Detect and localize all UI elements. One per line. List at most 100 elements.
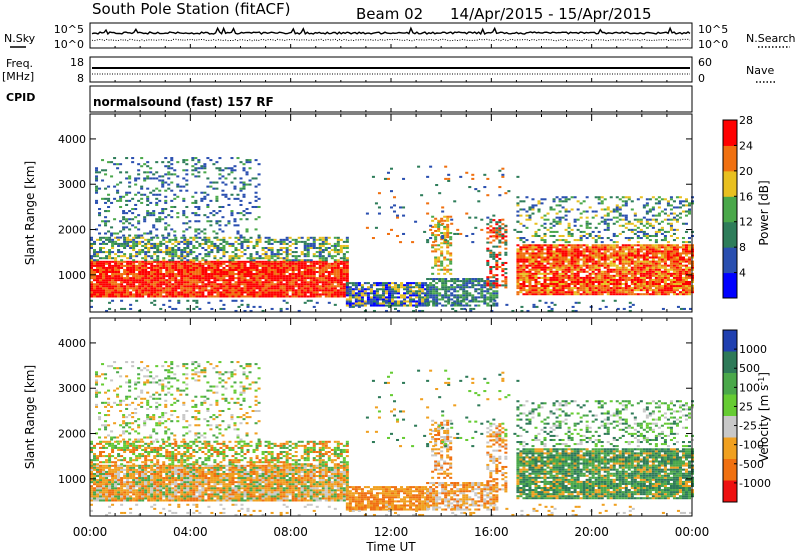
range-gate-cell bbox=[236, 212, 240, 215]
range-gate-cell bbox=[543, 234, 547, 238]
range-gate-cell bbox=[443, 266, 447, 269]
range-gate-cell bbox=[149, 230, 153, 233]
range-gate-cell bbox=[267, 285, 271, 288]
range-gate-cell bbox=[537, 200, 541, 203]
range-gate-cell bbox=[437, 268, 441, 271]
range-gate-cell bbox=[540, 256, 544, 259]
range-gate-cell bbox=[597, 246, 601, 249]
range-gate-cell bbox=[104, 173, 108, 176]
range-gate-cell bbox=[245, 230, 249, 233]
range-gate-cell bbox=[681, 248, 685, 251]
range-gate-cell bbox=[168, 238, 172, 241]
range-gate-cell bbox=[570, 287, 574, 290]
range-gate-cell bbox=[141, 244, 145, 247]
range-gate-cell bbox=[480, 288, 484, 291]
range-gate-cell bbox=[107, 230, 111, 233]
range-gate-cell bbox=[633, 285, 637, 288]
range-gate-cell bbox=[186, 255, 190, 258]
range-gate-cell bbox=[177, 246, 181, 250]
range-gate-cell bbox=[594, 289, 598, 292]
range-gate-cell bbox=[474, 290, 478, 293]
range-gate-cell bbox=[167, 173, 171, 176]
range-gate-cell bbox=[603, 264, 607, 267]
range-gate-cell bbox=[492, 239, 496, 242]
range-gate-cell bbox=[609, 248, 613, 251]
range-gate-cell bbox=[174, 244, 178, 247]
range-gate-cell bbox=[437, 272, 441, 275]
range-gate-cell bbox=[315, 255, 319, 258]
range-gate-cell bbox=[546, 256, 550, 259]
range-gate-cell bbox=[480, 286, 484, 289]
range-gate-cell bbox=[672, 246, 676, 249]
range-gate-cell bbox=[339, 270, 343, 274]
range-gate-cell bbox=[585, 278, 589, 281]
range-gate-cell bbox=[246, 238, 250, 241]
range-gate-cell bbox=[168, 293, 172, 296]
range-gate-cell bbox=[528, 274, 532, 277]
range-gate-cell bbox=[678, 254, 682, 257]
range-gate-cell bbox=[210, 240, 214, 243]
range-gate-cell bbox=[642, 268, 646, 271]
range-gate-cell bbox=[248, 183, 252, 186]
range-gate-cell bbox=[123, 242, 127, 245]
range-gate-cell bbox=[140, 201, 144, 204]
range-gate-cell bbox=[564, 280, 568, 284]
range-gate-cell bbox=[434, 223, 438, 226]
range-gate-cell bbox=[128, 181, 132, 184]
range-gate-cell bbox=[117, 264, 121, 267]
range-gate-cell bbox=[400, 284, 404, 287]
range-gate-cell bbox=[123, 295, 127, 298]
range-gate-cell bbox=[110, 232, 114, 235]
range-gate-cell bbox=[618, 287, 622, 290]
range-gate-cell bbox=[624, 254, 628, 257]
range-gate-cell bbox=[120, 260, 124, 263]
range-gate-cell bbox=[588, 287, 592, 290]
range-gate-cell bbox=[174, 268, 178, 271]
range-gate-cell bbox=[120, 295, 124, 298]
range-gate-cell bbox=[585, 226, 589, 229]
range-gate-cell bbox=[264, 260, 268, 263]
range-gate-cell bbox=[297, 266, 301, 269]
range-gate-cell bbox=[237, 289, 241, 292]
range-gate-cell bbox=[531, 250, 535, 253]
range-gate-cell bbox=[621, 258, 625, 261]
range-gate-cell bbox=[141, 289, 145, 292]
range-gate-cell bbox=[342, 244, 346, 247]
range-gate-cell bbox=[114, 283, 118, 286]
range-gate-cell bbox=[252, 275, 256, 278]
range-gate-cell bbox=[672, 250, 676, 253]
range-gate-cell bbox=[678, 266, 682, 269]
range-gate-cell bbox=[486, 290, 490, 293]
range-gate-cell bbox=[95, 177, 99, 180]
range-gate-cell bbox=[198, 279, 202, 282]
range-gate-cell bbox=[215, 181, 219, 184]
range-gate-cell bbox=[609, 291, 613, 294]
range-gate-cell bbox=[588, 232, 592, 235]
range-gate-cell bbox=[351, 290, 355, 293]
range-gate-cell bbox=[179, 185, 183, 188]
range-gate-cell bbox=[152, 214, 156, 217]
range-gate-cell bbox=[615, 220, 619, 223]
range-gate-cell bbox=[618, 274, 622, 277]
range-gate-cell bbox=[446, 246, 450, 249]
range-gate-cell bbox=[434, 258, 438, 261]
range-gate-cell bbox=[204, 266, 208, 269]
range-gate-cell bbox=[633, 289, 637, 292]
range-gate-cell bbox=[159, 285, 163, 288]
range-gate-cell bbox=[294, 255, 298, 258]
range-gate-cell bbox=[606, 224, 610, 227]
range-gate-cell bbox=[606, 214, 610, 217]
range-gate-cell bbox=[267, 246, 271, 250]
range-gate-cell bbox=[477, 292, 481, 295]
range-gate-cell bbox=[132, 236, 136, 239]
range-gate-cell bbox=[645, 285, 649, 288]
range-gate-cell bbox=[177, 255, 181, 258]
range-gate-cell bbox=[486, 288, 490, 291]
range-gate-cell bbox=[669, 262, 673, 265]
range-gate-cell bbox=[339, 246, 343, 250]
range-gate-cell bbox=[573, 256, 577, 259]
range-gate-cell bbox=[465, 298, 469, 301]
range-gate-cell bbox=[624, 218, 628, 221]
range-gate-cell bbox=[128, 222, 132, 225]
range-gate-cell bbox=[609, 270, 613, 273]
